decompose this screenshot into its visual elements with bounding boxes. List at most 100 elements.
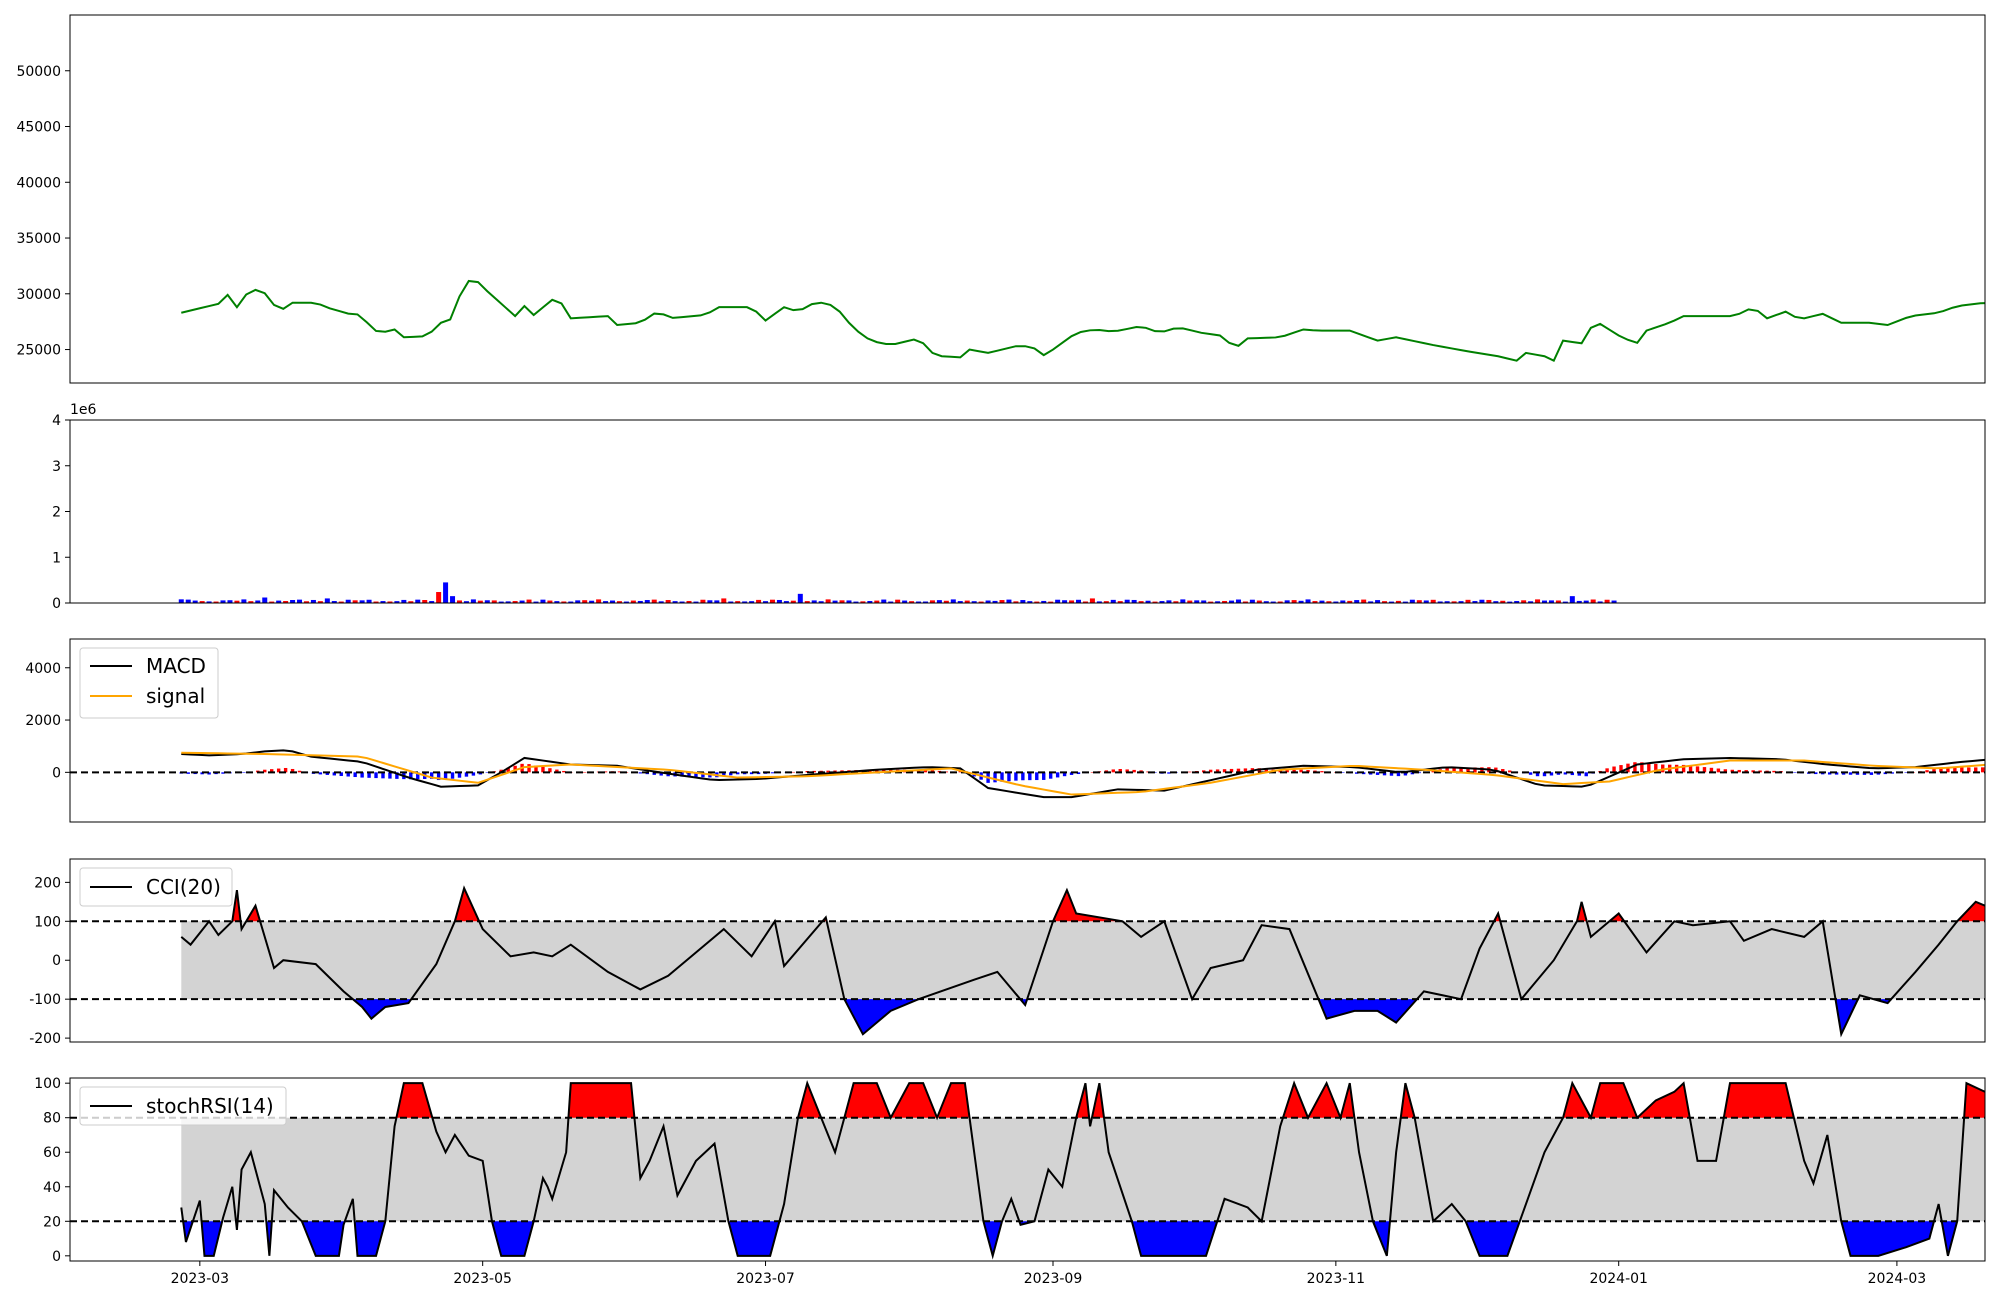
- histogram-bar: [186, 772, 190, 774]
- volume-bar: [1597, 601, 1603, 603]
- volume-bar: [436, 592, 442, 603]
- volume-bar: [1298, 600, 1304, 603]
- legend-box: [79, 867, 233, 907]
- oversold-fill: [844, 999, 919, 1035]
- histogram-bar: [1125, 769, 1129, 773]
- volume-bar: [1576, 600, 1582, 603]
- volume-bar: [408, 601, 414, 603]
- histogram-bar: [1584, 772, 1588, 777]
- volume-bar: [839, 600, 845, 603]
- volume-bar: [1486, 599, 1492, 603]
- histogram-bar: [1709, 767, 1714, 773]
- volume-bar: [540, 599, 546, 603]
- histogram-bar: [1299, 769, 1303, 773]
- histogram-bar: [1980, 767, 1985, 773]
- histogram-bar: [1855, 772, 1860, 775]
- volume-bar: [888, 601, 894, 603]
- volume-bar: [1312, 601, 1318, 603]
- histogram-bar: [464, 772, 469, 777]
- volume-bar: [276, 600, 282, 603]
- histogram-bar: [687, 772, 691, 777]
- histogram-bar: [1062, 772, 1067, 777]
- volume-bar: [352, 600, 358, 603]
- histogram-bar: [1396, 772, 1401, 777]
- volume-bar: [992, 600, 998, 603]
- y-tick-label: 45000: [16, 120, 61, 136]
- y-tick-label: 200: [34, 875, 61, 891]
- overbought-fill: [1400, 1083, 1415, 1118]
- histogram-bar: [450, 772, 455, 779]
- y-scale-label: 1e6: [70, 402, 97, 418]
- volume-bar: [394, 601, 400, 603]
- volume-bar: [297, 599, 303, 603]
- histogram-bar: [1132, 769, 1136, 773]
- histogram-bar: [548, 768, 552, 773]
- volume-bar: [769, 599, 775, 603]
- legend-label: CCI(20): [146, 875, 221, 899]
- overbought-fill: [1964, 1083, 1985, 1118]
- volume-bar: [825, 599, 831, 603]
- volume-bar: [1284, 600, 1290, 603]
- volume-bar: [1507, 601, 1513, 603]
- y-tick-label: 2000: [25, 713, 61, 729]
- volume-bar: [505, 601, 511, 603]
- volume-bar: [359, 600, 365, 603]
- histogram-bar: [1118, 769, 1122, 773]
- volume-bar: [895, 599, 901, 603]
- volume-bar: [1354, 600, 1360, 603]
- histogram-bar: [729, 772, 733, 776]
- oversold-fill: [201, 1221, 223, 1256]
- volume-bar: [728, 601, 734, 603]
- volume-bar: [943, 600, 949, 603]
- volume-bar: [248, 601, 254, 603]
- volume-bar: [290, 600, 296, 603]
- volume-bar: [185, 599, 191, 603]
- volume-bar: [1208, 601, 1214, 603]
- volume-bar: [1096, 601, 1102, 603]
- volume-bar: [797, 593, 803, 603]
- plot-area-1: [178, 582, 1617, 603]
- y-tick-label: -200: [29, 1031, 61, 1047]
- histogram-bar: [1814, 772, 1818, 775]
- histogram-bar: [276, 768, 281, 773]
- volume-bar: [1340, 600, 1346, 603]
- histogram-bar: [409, 772, 413, 780]
- histogram-bar: [875, 769, 879, 773]
- overbought-fill: [1053, 890, 1123, 922]
- histogram-bar: [1932, 769, 1936, 773]
- histogram-bar: [1556, 772, 1561, 775]
- histogram-bar: [1306, 770, 1310, 773]
- histogram-bar: [1890, 772, 1894, 774]
- volume-bar: [1423, 600, 1429, 603]
- volume-bar: [1333, 601, 1339, 603]
- oversold-fill: [1835, 999, 1858, 1035]
- histogram-bar: [1570, 772, 1575, 776]
- volume-bar: [999, 600, 1005, 603]
- y-tick-label: 100: [34, 1076, 61, 1092]
- volume-bar: [1465, 599, 1471, 603]
- volume-bar: [665, 600, 671, 603]
- volume-bar: [1535, 599, 1541, 603]
- volume-bar: [589, 600, 595, 603]
- volume-bar: [1375, 600, 1381, 603]
- volume-bar: [526, 599, 532, 603]
- volume-bar: [1082, 601, 1088, 603]
- plot-area-2: [70, 749, 1985, 799]
- volume-bar: [429, 601, 435, 603]
- histogram-bar: [1946, 768, 1950, 773]
- volume-bar: [463, 601, 469, 603]
- histogram-bar: [1974, 767, 1978, 773]
- histogram-bar: [221, 772, 225, 774]
- histogram-bar: [1035, 772, 1039, 781]
- histogram-bar: [1605, 768, 1609, 773]
- volume-bar: [714, 600, 720, 603]
- volume-bar: [1145, 600, 1151, 603]
- volume-bar: [1326, 601, 1332, 603]
- histogram-bar: [374, 772, 378, 779]
- volume-bar: [498, 601, 504, 603]
- histogram-bar: [1215, 769, 1220, 773]
- volume-bar: [269, 601, 275, 603]
- volume-bar: [1388, 601, 1394, 603]
- histogram-bar: [944, 771, 949, 773]
- cci-legend: CCI(20): [79, 867, 233, 907]
